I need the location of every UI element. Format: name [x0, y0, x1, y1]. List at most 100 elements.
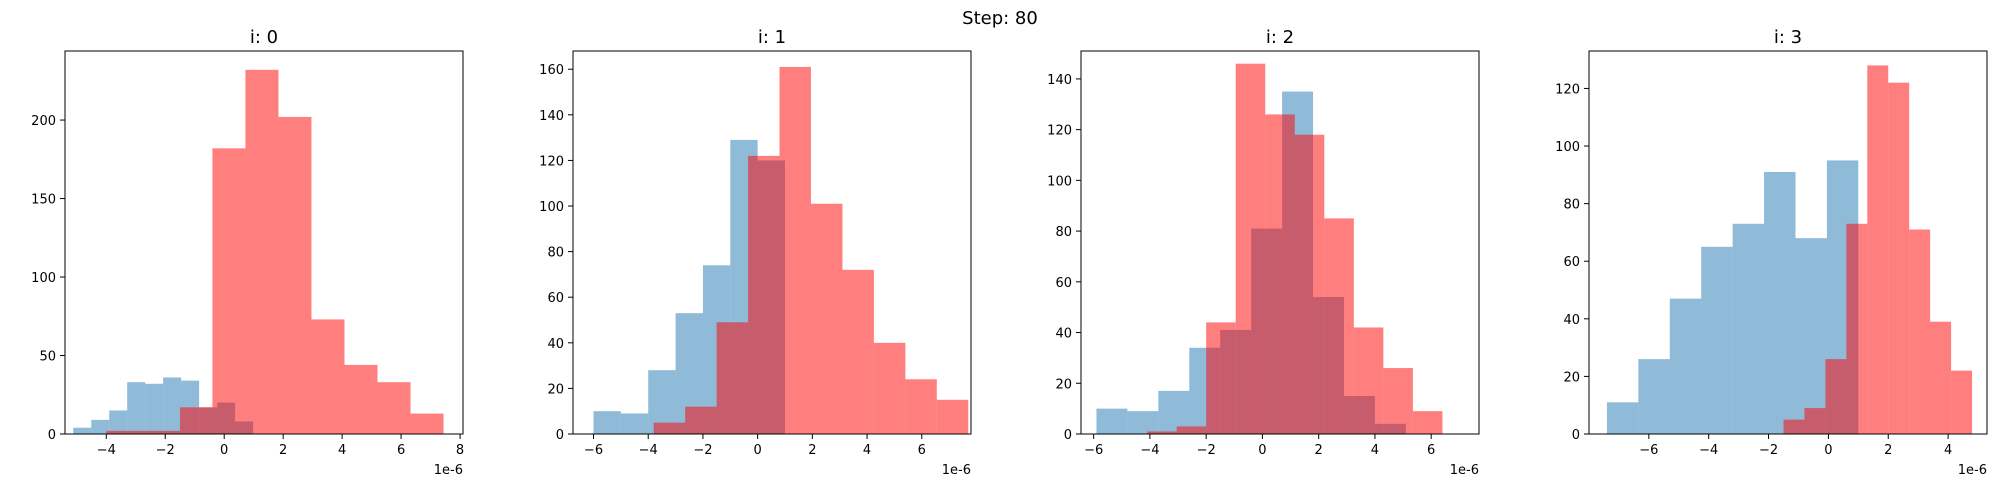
panel-title: i: 1	[758, 27, 786, 48]
x-offset-label: 1e-6	[942, 463, 971, 478]
histogram-bar-red	[936, 399, 969, 434]
y-tick-label: 100	[1047, 174, 1072, 189]
histogram-bar-red	[810, 203, 843, 434]
histogram-bar-red	[311, 319, 345, 434]
histogram-bar-blue	[73, 427, 92, 434]
y-tick-label: 140	[539, 109, 564, 124]
y-tick-label: 60	[547, 291, 564, 306]
histogram-bar-red	[377, 382, 411, 434]
panel-title: i: 0	[250, 27, 278, 48]
x-tick-label: 4	[1944, 443, 1952, 458]
y-tick-label: 50	[39, 350, 56, 365]
y-tick-label: 120	[1047, 124, 1072, 139]
x-tick-label: −6	[584, 443, 603, 458]
y-tick-label: 40	[1563, 313, 1580, 328]
histogram-bar-blue	[91, 419, 110, 434]
histogram-bar-red	[1324, 218, 1354, 434]
histogram-panel-0: i: 0 −4 −2 0 2 4 6 8 0 50 100 150 200 1e-6	[31, 27, 464, 478]
x-tick-label: −4	[639, 443, 658, 458]
bars-group	[593, 66, 969, 434]
x-tick-label: −2	[156, 443, 175, 458]
histogram-bar-red	[1265, 114, 1295, 434]
histogram-bar-red	[779, 66, 811, 434]
y-tick-label: 60	[1563, 255, 1580, 270]
axes-frame	[1588, 50, 1988, 435]
histogram-bar-red	[1867, 65, 1889, 434]
histogram-bar-blue	[1701, 246, 1733, 434]
y-tick-label: 20	[547, 382, 564, 397]
histogram-bar-red	[344, 364, 378, 434]
histogram-bar-red	[165, 430, 180, 434]
y-tick-label: 20	[1055, 377, 1072, 392]
x-offset-label: 1e-6	[1958, 463, 1987, 478]
x-tick-label: −4	[1699, 443, 1718, 458]
histogram-bar-red	[653, 422, 686, 434]
y-tick-label: 150	[31, 193, 56, 208]
histogram-bar-red	[1909, 229, 1931, 434]
x-tick-label: 6	[397, 443, 405, 458]
y-tick-label: 100	[1555, 140, 1580, 155]
x-tick-label: −4	[1140, 443, 1159, 458]
panel-title: i: 3	[1774, 27, 1802, 48]
histogram-bar-blue	[109, 410, 128, 434]
x-tick-label: 2	[279, 443, 287, 458]
bars-group	[73, 69, 444, 434]
y-tick-label: 80	[1055, 225, 1072, 240]
histogram-bar-red	[1888, 82, 1910, 434]
histogram-bar-red	[685, 406, 717, 434]
histogram-bar-red	[106, 430, 166, 434]
x-tick-label: 2	[1315, 443, 1323, 458]
x-tick-label: 2	[1884, 443, 1892, 458]
histogram-bar-red	[1353, 327, 1384, 434]
histogram-bar-red	[1825, 359, 1847, 434]
histogram-bar-red	[212, 148, 246, 434]
histogram-bar-blue	[1638, 359, 1670, 434]
x-tick-label: 0	[753, 443, 761, 458]
x-tick-label: 0	[220, 443, 228, 458]
y-tick-label: 20	[1563, 370, 1580, 385]
histogram-bar-blue	[1096, 408, 1128, 434]
y-tick-label: 100	[31, 271, 56, 286]
histogram-bar-red	[1147, 431, 1177, 434]
y-tick-label: 160	[539, 63, 564, 78]
y-tick-label: 40	[1055, 327, 1072, 342]
histogram-bar-blue	[1795, 238, 1827, 434]
y-tick-label: 120	[539, 154, 564, 169]
x-tick-label: 8	[456, 443, 464, 458]
axes-frame	[572, 50, 972, 435]
y-tick-label: 80	[1563, 198, 1580, 213]
histogram-bar-red	[179, 407, 213, 434]
histogram-bar-red	[716, 322, 749, 434]
y-tick-label: 40	[547, 337, 564, 352]
histogram-bar-red	[748, 155, 780, 434]
bars-group	[1096, 63, 1443, 434]
x-offset-label: 1e-6	[434, 463, 463, 478]
histogram-bar-blue	[127, 382, 146, 434]
axes-frame	[1080, 50, 1480, 435]
histogram-bar-blue	[1764, 171, 1796, 434]
y-tick-label: 140	[1047, 73, 1072, 88]
x-tick-label: −2	[693, 443, 712, 458]
histogram-bar-blue	[145, 383, 164, 434]
histogram-bar-red	[1235, 63, 1266, 434]
y-tick-label: 200	[31, 114, 56, 129]
axes-frame	[64, 50, 464, 435]
x-tick-label: −2	[1197, 443, 1216, 458]
x-tick-label: −6	[1084, 443, 1103, 458]
histogram-bar-red	[1783, 419, 1805, 434]
y-tick-label: 60	[1055, 276, 1072, 291]
histogram-bar-red	[1930, 321, 1952, 434]
panel-title: i: 2	[1266, 27, 1294, 48]
histogram-bar-red	[1846, 223, 1868, 434]
histogram-bar-blue	[620, 413, 649, 434]
y-tick-label: 0	[1572, 428, 1580, 443]
histogram-bar-blue	[1732, 223, 1765, 434]
x-offset-label: 1e-6	[1450, 463, 1479, 478]
histogram-bar-red	[842, 269, 874, 434]
y-tick-label: 80	[547, 246, 564, 261]
histogram-bar-blue	[1127, 411, 1159, 434]
